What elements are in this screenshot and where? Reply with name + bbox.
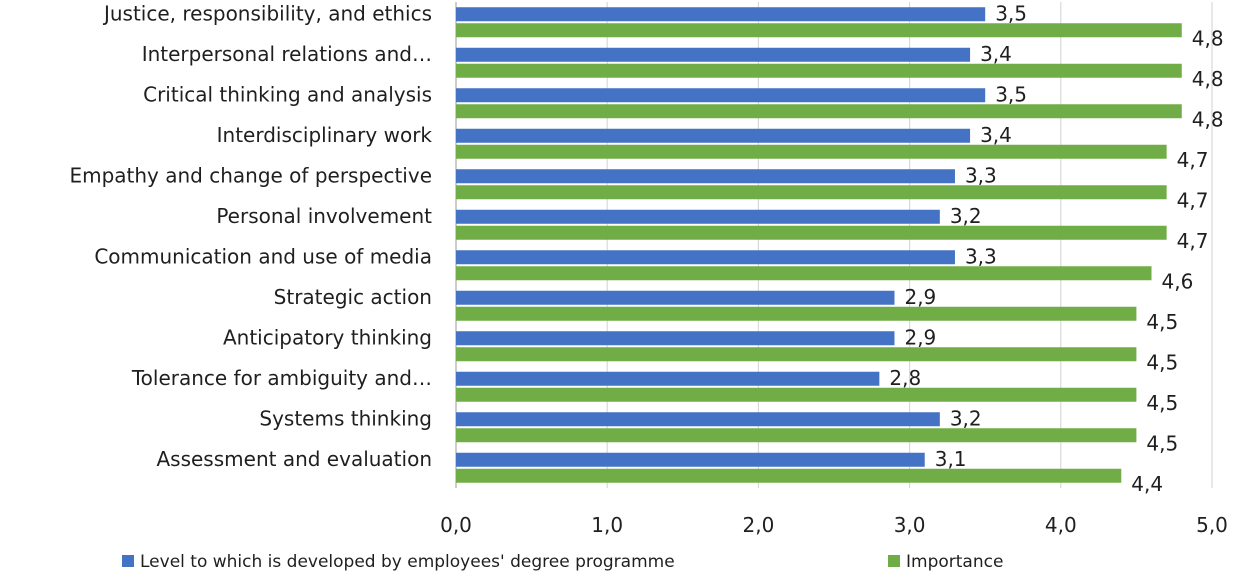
legend-swatch-level bbox=[122, 555, 134, 567]
data-labels: 3,5 4,8 3,4 4,8 3,5 4,8 3,4 4,7 3,3 4,7 3,2 4,7 3,3 4… bbox=[889, 1, 1223, 496]
data-label-level: 3,2 bbox=[950, 406, 982, 430]
x-tick-label: 0,0 bbox=[440, 513, 472, 537]
bar-importance bbox=[456, 225, 1167, 240]
bar-importance bbox=[456, 387, 1137, 402]
data-label-importance: 4,7 bbox=[1177, 188, 1209, 212]
data-label-level: 3,3 bbox=[965, 244, 997, 268]
data-label-level: 2,8 bbox=[889, 366, 921, 390]
data-label-importance: 4,7 bbox=[1177, 148, 1209, 172]
bar-importance bbox=[456, 306, 1137, 321]
x-tick-label: 3,0 bbox=[894, 513, 926, 537]
data-label-importance: 4,5 bbox=[1146, 431, 1178, 455]
data-label-importance: 4,8 bbox=[1192, 67, 1224, 91]
bar-level bbox=[456, 169, 955, 184]
x-tick-label: 1,0 bbox=[591, 513, 623, 537]
bar-level bbox=[456, 209, 940, 224]
category-label: Strategic action bbox=[274, 285, 432, 309]
data-label-level: 2,9 bbox=[904, 285, 936, 309]
category-label: Interpersonal relations and… bbox=[142, 42, 432, 66]
x-tick-label: 5,0 bbox=[1196, 513, 1228, 537]
bar-level bbox=[456, 331, 895, 346]
category-label: Tolerance for ambiguity and… bbox=[131, 366, 432, 390]
x-tick-label: 2,0 bbox=[742, 513, 774, 537]
legend: Level to which is developed by employees… bbox=[122, 552, 1003, 572]
data-label-importance: 4,8 bbox=[1192, 107, 1224, 131]
category-label: Systems thinking bbox=[259, 406, 432, 430]
bar-level bbox=[456, 290, 895, 305]
data-label-level: 3,4 bbox=[980, 123, 1012, 147]
bar-importance bbox=[456, 185, 1167, 200]
data-label-importance: 4,8 bbox=[1192, 26, 1224, 50]
bar-importance bbox=[456, 104, 1182, 119]
category-label: Critical thinking and analysis bbox=[143, 82, 432, 106]
bar-importance bbox=[456, 347, 1137, 362]
bar-importance bbox=[456, 144, 1167, 159]
bar-importance bbox=[456, 23, 1182, 38]
category-labels: Justice, responsibility, and ethics Inter… bbox=[69, 1, 432, 471]
x-axis-tick-labels: 0,0 1,0 2,0 3,0 4,0 5,0 bbox=[440, 513, 1228, 537]
gridlines bbox=[455, 2, 1213, 488]
bar-importance bbox=[456, 266, 1152, 281]
legend-label-level: Level to which is developed by employees… bbox=[140, 552, 675, 572]
data-label-importance: 4,5 bbox=[1146, 350, 1178, 374]
category-label: Justice, responsibility, and ethics bbox=[102, 1, 432, 25]
data-label-level: 3,5 bbox=[995, 82, 1027, 106]
bar-importance bbox=[456, 63, 1182, 78]
category-label: Interdisciplinary work bbox=[217, 123, 433, 147]
category-label: Assessment and evaluation bbox=[156, 447, 432, 471]
category-label: Anticipatory thinking bbox=[223, 325, 432, 349]
data-label-level: 3,5 bbox=[995, 1, 1027, 25]
bars bbox=[456, 7, 1182, 483]
bar-level bbox=[456, 47, 971, 62]
category-label: Personal involvement bbox=[216, 204, 432, 228]
bar-level bbox=[456, 412, 940, 427]
bar-importance bbox=[456, 428, 1137, 443]
bar-level bbox=[456, 371, 880, 386]
category-label: Communication and use of media bbox=[94, 244, 432, 268]
data-label-importance: 4,4 bbox=[1131, 472, 1163, 496]
bar-level bbox=[456, 250, 955, 265]
data-label-level: 3,3 bbox=[965, 163, 997, 187]
bar-level bbox=[456, 128, 971, 143]
data-label-level: 2,9 bbox=[904, 325, 936, 349]
category-label: Empathy and change of perspective bbox=[69, 163, 432, 187]
data-label-importance: 4,5 bbox=[1146, 391, 1178, 415]
data-label-importance: 4,6 bbox=[1162, 269, 1194, 293]
x-tick-label: 4,0 bbox=[1045, 513, 1077, 537]
data-label-level: 3,4 bbox=[980, 42, 1012, 66]
data-label-importance: 4,7 bbox=[1177, 229, 1209, 253]
legend-label-importance: Importance bbox=[906, 552, 1003, 572]
data-label-level: 3,2 bbox=[950, 204, 982, 228]
legend-swatch-importance bbox=[888, 555, 900, 567]
bar-level bbox=[456, 88, 986, 103]
bar-importance bbox=[456, 468, 1122, 483]
data-label-importance: 4,5 bbox=[1146, 310, 1178, 334]
bar-level bbox=[456, 452, 925, 467]
bar-level bbox=[456, 7, 986, 22]
data-label-level: 3,1 bbox=[935, 447, 967, 471]
